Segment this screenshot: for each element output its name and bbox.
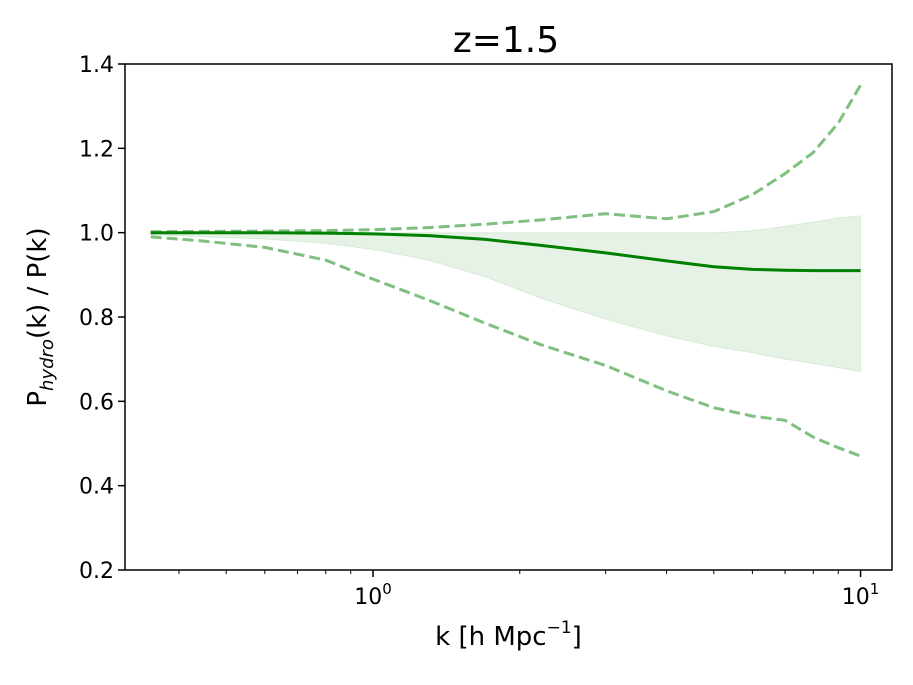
y-tick-label: 0.2 bbox=[79, 559, 114, 584]
y-tick-label: 0.8 bbox=[79, 306, 114, 331]
y-tick-label: 0.4 bbox=[79, 475, 114, 500]
x-axis: 100 101 bbox=[178, 570, 880, 610]
y-tick-label: 1.0 bbox=[79, 222, 114, 247]
y-axis-title: Phydro(k) / P(k) bbox=[23, 227, 58, 406]
y-axis-title-pre: P bbox=[23, 391, 53, 407]
dashed-upper-line bbox=[150, 84, 862, 234]
y-axis-title-post: (k) / P(k) bbox=[23, 227, 53, 339]
plot-area bbox=[150, 84, 862, 458]
x-axis-title-sup: −1 bbox=[547, 618, 572, 638]
x-axis-title-close: ] bbox=[572, 622, 582, 652]
uncertainty-band bbox=[150, 215, 862, 373]
median-line bbox=[150, 231, 861, 273]
x-axis-title: k [h Mpc−1] bbox=[435, 618, 582, 652]
y-tick-label: 0.6 bbox=[79, 390, 114, 415]
y-tick-label: 1.4 bbox=[79, 53, 114, 78]
y-tick-label: 1.2 bbox=[79, 137, 114, 162]
y-axis: 0.2 0.4 0.6 0.8 1.0 1.2 1.4 bbox=[79, 53, 125, 584]
x-axis-title-base: k [h Mpc bbox=[435, 622, 546, 652]
dashed-lower-line bbox=[150, 235, 862, 458]
chart-title: z=1.5 bbox=[453, 20, 559, 61]
y-axis-title-sub: hydro bbox=[37, 339, 58, 391]
x-tick-label: 101 bbox=[842, 580, 880, 610]
x-tick-label: 100 bbox=[354, 580, 392, 610]
